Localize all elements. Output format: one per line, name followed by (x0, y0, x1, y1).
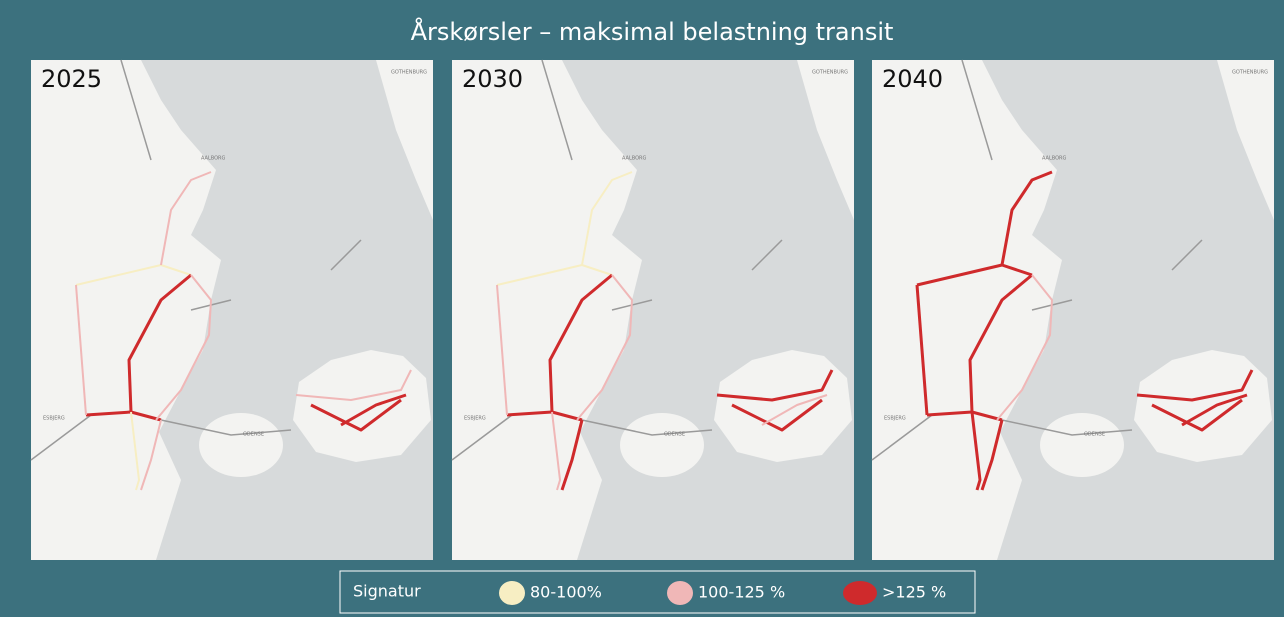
year-label: 2025 (41, 65, 102, 93)
land (797, 60, 854, 220)
route (731, 398, 823, 432)
legend-label: >125 % (882, 583, 946, 602)
route (996, 274, 1053, 421)
route (576, 274, 633, 421)
map-label: GOTHENBURG (391, 70, 427, 76)
map-panel: GOTHENBURG AALBORG ODENSE ESBJERG 2030 (451, 59, 854, 560)
map-label: ESBJERG (464, 416, 486, 422)
route (496, 284, 508, 416)
legend-label: 100-125 % (698, 583, 785, 602)
map-label: AALBORG (1042, 156, 1067, 162)
legend-box (339, 570, 976, 614)
map-label: ODENSE (243, 432, 264, 438)
land (31, 60, 221, 560)
legend-swatch (499, 581, 525, 605)
land (714, 350, 852, 462)
route (310, 398, 402, 432)
route (551, 411, 561, 491)
legend-title: Signatur (353, 582, 421, 601)
legend-label: 80-100% (530, 583, 602, 602)
legend-swatch (843, 581, 877, 605)
map-panel: GOTHENBURG AALBORG ODENSE ESBJERG 2025 (30, 59, 433, 560)
route (1136, 369, 1254, 402)
legend: Signatur 80-100% 100-125 % >125 % (353, 581, 946, 605)
route (295, 369, 412, 401)
land (620, 413, 704, 477)
route (968, 273, 1033, 413)
map-panel: GOTHENBURG AALBORG ODENSE ESBJERG 2040 (871, 59, 1274, 560)
land (1134, 350, 1272, 462)
map-label: GOTHENBURG (1232, 70, 1268, 76)
route (155, 274, 212, 421)
land (452, 60, 642, 560)
route (130, 411, 140, 491)
route (160, 171, 212, 266)
year-label: 2040 (882, 65, 943, 93)
route (1181, 393, 1248, 427)
year-label: 2030 (462, 65, 523, 93)
map-label: ODENSE (1084, 432, 1105, 438)
route (915, 284, 929, 416)
land (1217, 60, 1274, 220)
map-label: ESBJERG (43, 416, 65, 422)
route (581, 171, 633, 266)
legend-swatch (667, 581, 693, 605)
map-label: ESBJERG (884, 416, 906, 422)
route (75, 284, 87, 416)
route (1000, 170, 1053, 266)
map-label: GOTHENBURG (812, 70, 848, 76)
route (970, 411, 982, 491)
title: Årskørsler – maksimal belastning transit (411, 17, 894, 46)
map-label: AALBORG (201, 156, 226, 162)
route (980, 419, 1004, 491)
route (340, 393, 407, 427)
route (560, 419, 584, 491)
route (1151, 398, 1243, 432)
map-label: ODENSE (664, 432, 685, 438)
land (293, 350, 431, 462)
route (548, 273, 613, 413)
route (716, 369, 834, 402)
land (376, 60, 433, 220)
land (199, 413, 283, 477)
map-label: AALBORG (622, 156, 647, 162)
land (872, 60, 1062, 560)
land (1040, 413, 1124, 477)
route (761, 394, 828, 426)
route (127, 273, 192, 413)
route (140, 419, 162, 491)
